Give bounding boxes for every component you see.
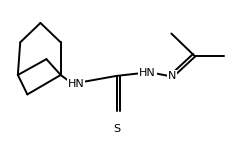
- Text: S: S: [113, 124, 120, 134]
- Text: N: N: [168, 70, 176, 81]
- Text: HN: HN: [139, 68, 156, 78]
- Text: HN: HN: [68, 79, 84, 89]
